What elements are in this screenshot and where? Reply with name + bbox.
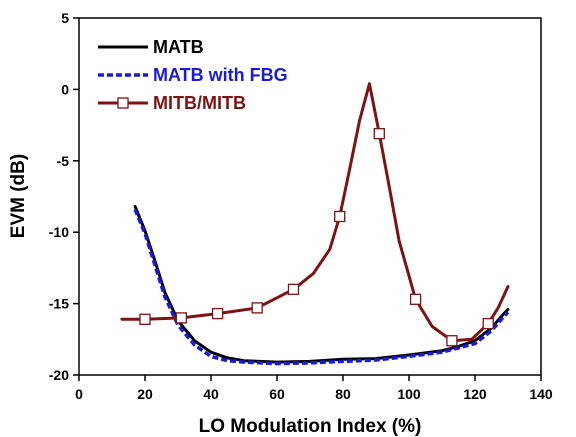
- series-marker: [251, 302, 263, 314]
- legend-marker: [117, 97, 129, 109]
- series-marker: [287, 283, 300, 295]
- x-tick-label: 20: [137, 386, 153, 402]
- series-marker: [334, 210, 346, 223]
- x-tick-label: 0: [75, 386, 83, 402]
- series-marker: [373, 128, 385, 140]
- tick-labels: 0 20 40 60 80 100 120 140 -20 -15 -10 -5 0 5: [49, 10, 553, 402]
- legend-label: MITB/MITB: [153, 93, 246, 113]
- legend-label: MATB: [153, 37, 204, 57]
- y-tick-label: 5: [61, 10, 69, 26]
- series-line-3: [120, 82, 510, 343]
- x-tick-label: 140: [529, 386, 553, 402]
- x-axis-title: LO Modulation Index (%): [199, 416, 422, 437]
- x-tick-label: 120: [463, 386, 487, 402]
- series-line-2: [133, 208, 510, 366]
- series-marker: [175, 312, 187, 324]
- y-axis-title: EVM (dB): [8, 154, 29, 238]
- y-tick-label: -5: [57, 153, 70, 169]
- x-tick-label: 100: [397, 386, 421, 402]
- series-marker: [211, 307, 224, 320]
- x-tick-label: 80: [335, 386, 351, 402]
- legend: MATB MATB with FBG MITB/MITB: [98, 37, 288, 113]
- y-tick-label: -15: [49, 296, 69, 312]
- axis-ticks: [73, 17, 542, 381]
- series-marker: [482, 317, 494, 330]
- plot-area: [78, 17, 542, 376]
- y-tick-label: -10: [49, 224, 69, 240]
- legend-label: MATB with FBG: [153, 65, 288, 85]
- series-layer: [120, 82, 510, 366]
- y-tick-label: -20: [49, 367, 69, 383]
- series-marker: [139, 313, 151, 325]
- series-marker: [446, 335, 458, 347]
- y-tick-label: 0: [61, 81, 69, 97]
- x-tick-label: 60: [269, 386, 285, 402]
- x-tick-label: 40: [203, 386, 219, 402]
- series-marker: [409, 293, 422, 305]
